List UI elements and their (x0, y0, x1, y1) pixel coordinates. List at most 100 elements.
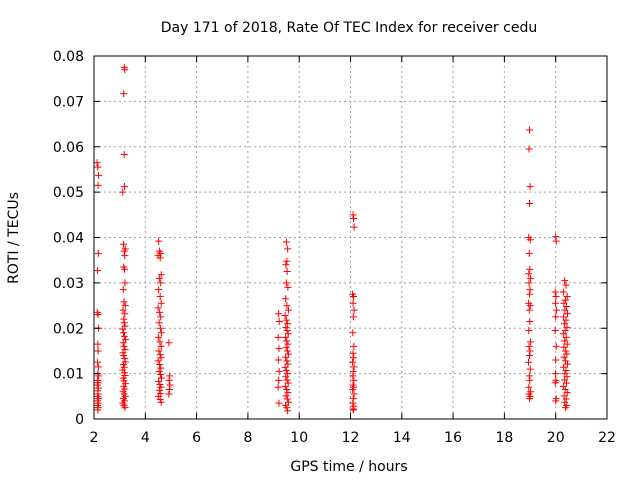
data-point (283, 337, 291, 345)
data-point (562, 333, 570, 341)
data-point (156, 292, 164, 300)
data-point (526, 236, 534, 244)
y-tick-label: 0.03 (53, 276, 84, 292)
data-point (284, 320, 292, 328)
data-point (349, 349, 357, 357)
y-tick-label: 0.04 (53, 231, 84, 247)
data-point (94, 363, 102, 371)
data-point (350, 223, 358, 231)
data-point (561, 404, 569, 412)
data-point (156, 254, 164, 262)
data-point (119, 329, 127, 337)
data-point (349, 386, 357, 394)
data-point (552, 292, 560, 300)
data-point (563, 360, 571, 368)
y-tick-label: 0.05 (53, 185, 84, 201)
data-point (157, 271, 165, 279)
data-point (284, 306, 292, 314)
data-point (121, 66, 129, 74)
data-point (284, 370, 292, 378)
data-point (94, 358, 102, 366)
data-point (120, 247, 128, 255)
data-point (526, 347, 534, 355)
data-point (95, 171, 103, 179)
data-point (157, 364, 165, 372)
data-point (121, 332, 129, 340)
x-tick-label: 18 (495, 430, 513, 446)
data-point (551, 370, 559, 378)
data-point (154, 333, 162, 341)
data-point (121, 265, 129, 273)
data-point (551, 379, 559, 387)
data-point (119, 240, 127, 248)
data-point (121, 302, 129, 310)
x-tick-label: 8 (243, 430, 252, 446)
data-point (274, 383, 282, 391)
data-point (120, 351, 128, 359)
data-point (165, 390, 173, 398)
data-point (284, 389, 292, 397)
axis-ticks (93, 55, 608, 420)
data-point (120, 150, 128, 158)
data-point (350, 363, 358, 371)
data-point (119, 188, 127, 196)
data-point (562, 395, 570, 403)
data-point (275, 345, 283, 353)
data-point (154, 392, 162, 400)
data-point (157, 299, 165, 307)
data-point (156, 371, 164, 379)
data-point (526, 317, 534, 325)
data-point (283, 357, 291, 365)
data-point (551, 327, 559, 335)
data-point (275, 376, 283, 384)
data-point (526, 376, 534, 384)
x-tick-label: 6 (192, 430, 201, 446)
data-point (563, 340, 571, 348)
y-axis-label: ROTI / TECUs (6, 192, 22, 284)
data-point (119, 325, 127, 333)
data-point (562, 302, 570, 310)
data-point (166, 381, 174, 389)
data-points (93, 63, 571, 415)
data-point (559, 288, 567, 296)
data-point (275, 399, 283, 407)
data-point (155, 274, 163, 282)
data-point (274, 333, 282, 341)
data-point (283, 268, 291, 276)
data-point (155, 377, 163, 385)
data-point (283, 404, 291, 412)
data-point (281, 333, 289, 341)
data-point (282, 295, 290, 303)
y-tick-label: 0 (75, 412, 84, 428)
x-tick-label: 10 (290, 430, 308, 446)
data-point (350, 376, 358, 384)
y-tick-label: 0.06 (53, 140, 84, 156)
data-point (121, 252, 129, 260)
data-point (275, 310, 283, 318)
data-point (525, 372, 533, 380)
data-point (525, 279, 533, 287)
data-point (526, 302, 534, 310)
data-point (526, 365, 534, 373)
data-point (155, 386, 163, 394)
data-point (284, 245, 292, 253)
data-point (560, 343, 568, 351)
data-point (282, 316, 290, 324)
data-point (93, 159, 101, 167)
data-point (282, 261, 290, 269)
data-point (121, 310, 129, 318)
data-point (563, 323, 571, 331)
x-tick-label: 22 (598, 430, 616, 446)
data-point (525, 342, 533, 350)
data-point (526, 183, 534, 191)
data-point (526, 395, 534, 403)
data-point (284, 407, 292, 415)
data-point (121, 404, 129, 412)
data-point (156, 308, 164, 316)
x-tick-label: 16 (444, 430, 462, 446)
data-point (120, 342, 128, 350)
data-point (563, 389, 571, 397)
data-point (283, 347, 291, 355)
data-point (121, 279, 129, 287)
data-point (527, 338, 535, 346)
